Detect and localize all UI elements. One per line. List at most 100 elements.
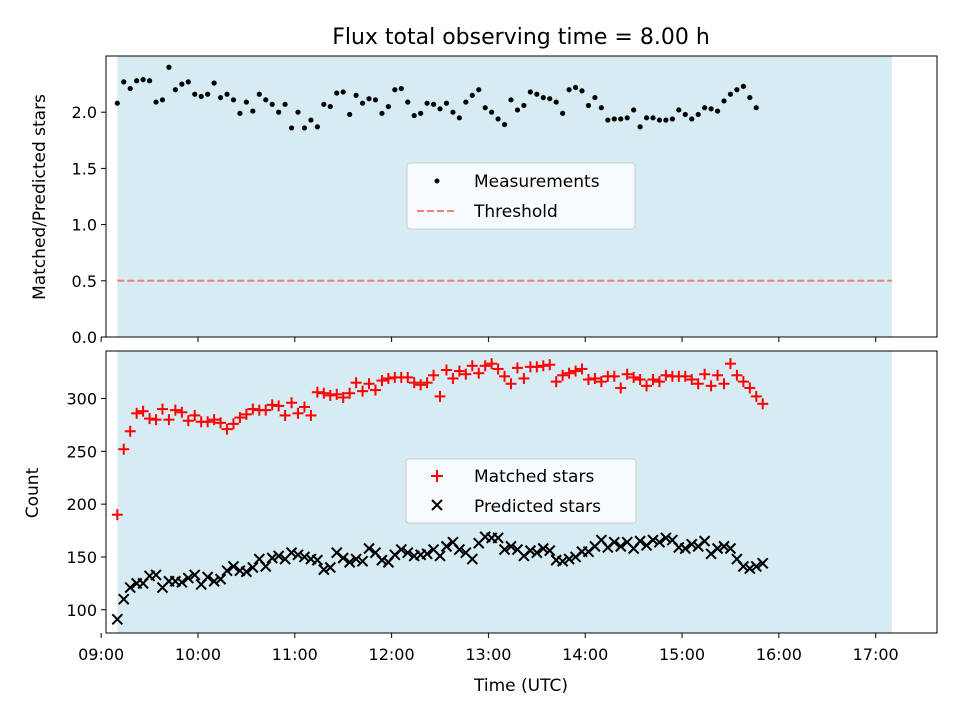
measurement-point xyxy=(230,97,237,103)
measurement-point xyxy=(585,102,592,109)
matched-point xyxy=(227,418,239,430)
matched-point xyxy=(479,360,491,372)
matched-point xyxy=(737,376,749,388)
top-y-tick-label: 0.5 xyxy=(72,272,97,291)
x-tick-label: 09:00 xyxy=(78,645,124,664)
matched-point xyxy=(292,407,304,419)
measurement-point xyxy=(702,105,708,111)
matched-point xyxy=(234,412,246,424)
matched-point xyxy=(215,417,227,429)
measurement-point xyxy=(676,107,682,113)
matched-point xyxy=(182,415,194,427)
measurement-point xyxy=(489,109,495,115)
matched-point xyxy=(582,374,594,386)
matched-point xyxy=(311,386,323,398)
matched-point xyxy=(118,443,130,455)
measurement-point xyxy=(166,64,172,70)
bottom-y-axis-label: Count xyxy=(23,467,43,518)
measurement-point xyxy=(456,115,462,121)
predicted-point xyxy=(679,542,691,555)
top-x-ticks xyxy=(100,337,877,342)
predicted-point xyxy=(653,536,666,548)
measurement-point xyxy=(185,79,191,85)
predicted-point xyxy=(686,538,698,550)
measurement-point xyxy=(618,116,624,122)
matched-point xyxy=(518,372,530,384)
measurement-point xyxy=(418,110,424,116)
measurement-point xyxy=(482,105,488,111)
bottom-legend: Matched stars Predicted stars xyxy=(405,458,637,524)
matched-point xyxy=(486,358,498,370)
top-axes-frame xyxy=(105,55,938,338)
matched-point xyxy=(576,363,588,375)
measurement-point xyxy=(424,100,430,106)
predicted-point xyxy=(537,542,549,555)
bottom-y-tick-label: 300 xyxy=(66,390,97,409)
predicted-point xyxy=(324,561,336,574)
measurement-point xyxy=(740,83,746,89)
matched-point xyxy=(337,391,349,403)
measurement-point xyxy=(598,105,604,111)
measurement-point xyxy=(727,91,734,97)
predicted-point xyxy=(201,571,214,583)
measurement-point xyxy=(314,124,320,130)
measurement-point xyxy=(443,100,450,106)
predicted-point xyxy=(182,572,195,584)
measurement-point xyxy=(359,100,366,106)
measurement-point xyxy=(353,92,359,98)
measurement-point xyxy=(340,89,346,95)
matched-point xyxy=(324,389,336,401)
measurement-point xyxy=(192,91,198,97)
measurement-point xyxy=(385,103,391,110)
measurement-point xyxy=(134,78,140,84)
measurement-point xyxy=(405,99,411,105)
matched-point xyxy=(473,367,485,379)
x-tick-label: 13:00 xyxy=(465,645,511,664)
matched-point xyxy=(634,374,646,386)
predicted-point xyxy=(421,548,433,560)
matched-point xyxy=(699,368,711,380)
matched-point xyxy=(421,377,433,389)
matched-point xyxy=(499,370,511,382)
predicted-point xyxy=(505,540,517,553)
predicted-point xyxy=(544,544,556,557)
x-tick-label: 16:00 xyxy=(756,645,802,664)
predicted-point xyxy=(318,563,330,576)
matched-point xyxy=(641,380,653,392)
matched-point xyxy=(144,413,156,425)
measurement-point xyxy=(656,117,663,123)
top-y-tick-label: 1.0 xyxy=(72,216,97,235)
predicted-point xyxy=(298,551,311,563)
top-y-tick-label: 1.5 xyxy=(72,159,97,178)
measurement-point xyxy=(334,90,340,96)
top-y-axis-label: Matched/Predicted stars xyxy=(30,94,50,300)
matched-point xyxy=(686,374,698,386)
predicted-point xyxy=(343,556,356,568)
measurement-point xyxy=(734,87,740,93)
measurement-point xyxy=(243,99,249,105)
measurement-point xyxy=(411,112,417,119)
top-panel: 0.00.51.01.52.0 Matched/Predicted stars … xyxy=(30,55,938,347)
measurement-point xyxy=(547,96,553,102)
predicted-point xyxy=(311,554,324,566)
measurement-point xyxy=(250,108,256,114)
bottom-y-tick-label: 200 xyxy=(66,495,97,514)
legend-matched-marker xyxy=(431,470,443,482)
predicted-point xyxy=(498,543,511,556)
predicted-point xyxy=(337,552,349,564)
matched-point xyxy=(402,371,414,383)
predicted-stars-series xyxy=(111,531,769,625)
top-y-tick-label: 2.0 xyxy=(72,103,97,122)
predicted-point xyxy=(208,575,220,587)
measurement-point xyxy=(398,85,404,92)
measurement-point xyxy=(288,125,295,131)
predicted-point xyxy=(189,569,201,581)
predicted-point xyxy=(272,550,285,562)
matched-point xyxy=(266,399,278,411)
measurement-point xyxy=(205,91,211,97)
matched-point xyxy=(570,365,582,377)
measurement-point xyxy=(721,98,727,104)
predicted-point xyxy=(118,593,130,605)
matched-point xyxy=(447,372,459,384)
matched-point xyxy=(189,409,201,421)
